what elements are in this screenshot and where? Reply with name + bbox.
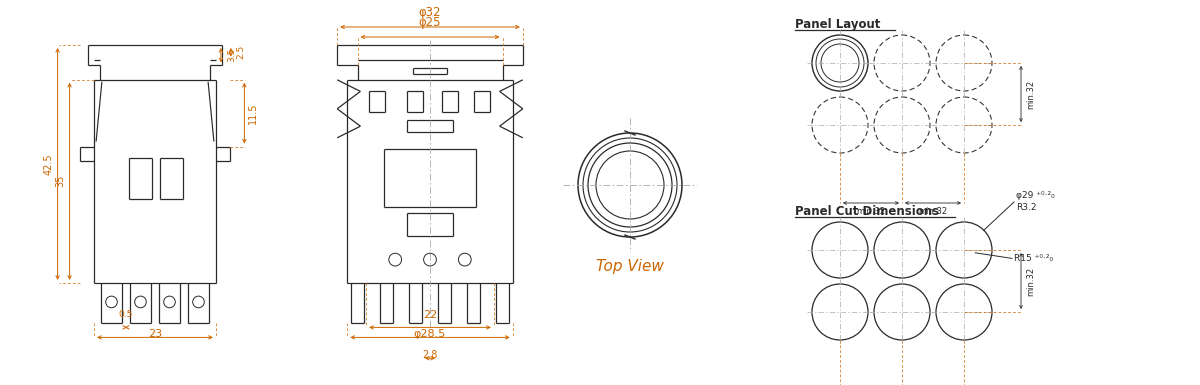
Text: φ28.5: φ28.5 bbox=[414, 330, 446, 340]
Text: Top View: Top View bbox=[596, 259, 664, 274]
Text: R15 ⁺⁰·²₀: R15 ⁺⁰·²₀ bbox=[1014, 254, 1054, 263]
Text: 22: 22 bbox=[422, 310, 437, 320]
Text: 42.5: 42.5 bbox=[43, 153, 54, 175]
Text: 0.5: 0.5 bbox=[119, 310, 133, 320]
Text: R3.2: R3.2 bbox=[1016, 203, 1037, 212]
Text: 23: 23 bbox=[148, 330, 162, 340]
Text: Panel Layout: Panel Layout bbox=[796, 18, 881, 31]
Text: min.32: min.32 bbox=[1026, 79, 1034, 109]
Text: 11.5: 11.5 bbox=[248, 102, 258, 124]
Text: Panel Cut Dimensions: Panel Cut Dimensions bbox=[796, 205, 940, 218]
Text: 3.5: 3.5 bbox=[227, 48, 236, 62]
Text: min.32: min.32 bbox=[857, 207, 886, 216]
Text: φ29 ⁺⁰·²₀: φ29 ⁺⁰·²₀ bbox=[1016, 191, 1055, 200]
Text: 2.5: 2.5 bbox=[236, 45, 245, 59]
Text: 35: 35 bbox=[55, 175, 66, 187]
Text: φ25: φ25 bbox=[419, 16, 442, 29]
Text: min.32: min.32 bbox=[1026, 266, 1034, 296]
Text: φ32: φ32 bbox=[419, 6, 442, 19]
Text: min.32: min.32 bbox=[918, 207, 948, 216]
Text: 2.8: 2.8 bbox=[422, 350, 438, 360]
